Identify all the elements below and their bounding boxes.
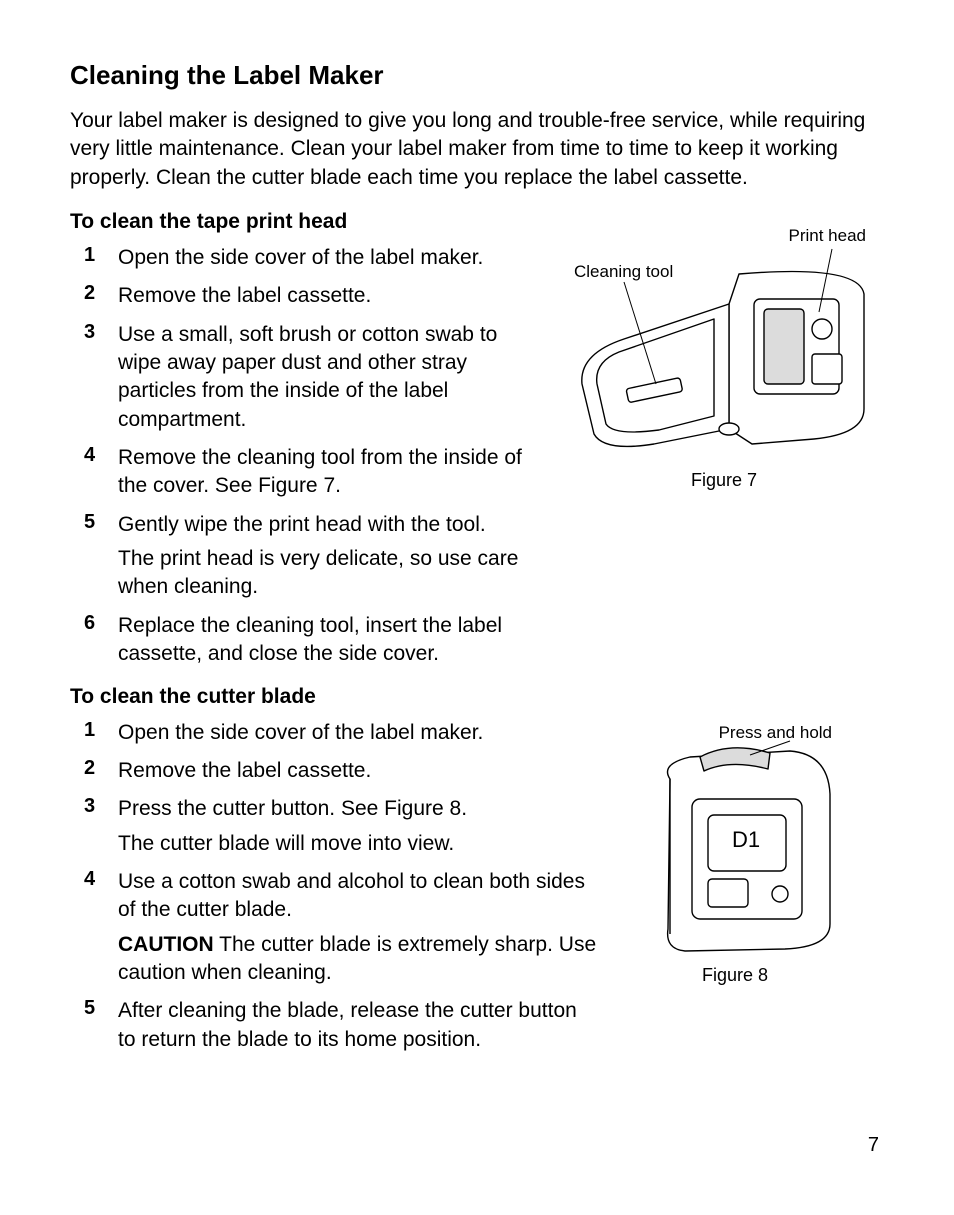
list-item: 5 Gently wipe the print head with the to… [84,511,544,602]
step-number: 1 [84,719,118,747]
step-text: Remove the label cassette. [118,282,371,310]
figure-8: Press and hold D1 Figure 8 [620,729,850,986]
step-caution: CAUTION The cutter blade is extremely sh… [118,931,600,988]
page-number: 7 [868,1134,879,1157]
label-maker-cutter-icon: D1 [630,729,840,959]
list-item: 1 Open the side cover of the label maker… [84,719,600,747]
list-item: 4 Use a cotton swab and alcohol to clean… [84,868,600,987]
step-text: After cleaning the blade, release the cu… [118,997,600,1054]
step-number: 5 [84,997,118,1054]
intro-paragraph: Your label maker is designed to give you… [70,107,884,192]
step-extra: The cutter blade will move into view. [118,830,467,858]
step-text: Remove the cleaning tool from the inside… [118,444,544,501]
list-item: 4 Remove the cleaning tool from the insi… [84,444,544,501]
figure8-caption: Figure 8 [620,965,850,986]
step-number: 2 [84,282,118,310]
page-title: Cleaning the Label Maker [70,60,884,91]
step-main: Press the cutter button. See Figure 8. [118,797,467,820]
step-text: Gently wipe the print head with the tool… [118,511,544,602]
figure7-label-cleaning-tool: Cleaning tool [574,262,673,282]
list-item: 3 Use a small, soft brush or cotton swab… [84,321,544,434]
step-main: Use a cotton swab and alcohol to clean b… [118,870,585,921]
section1-steps: 1 Open the side cover of the label maker… [70,244,544,668]
list-item: 5 After cleaning the blade, release the … [84,997,600,1054]
step-number: 1 [84,244,118,272]
section1-heading: To clean the tape print head [70,210,884,234]
step-text: Use a cotton swab and alcohol to clean b… [118,868,600,987]
step-text: Press the cutter button. See Figure 8. T… [118,795,467,858]
step-text: Replace the cleaning tool, insert the la… [118,612,544,669]
step-text: Use a small, soft brush or cotton swab t… [118,321,544,434]
list-item: 1 Open the side cover of the label maker… [84,244,544,272]
figure7-label-print-head: Print head [789,226,867,246]
step-text: Open the side cover of the label maker. [118,719,483,747]
step-number: 6 [84,612,118,669]
svg-text:D1: D1 [732,827,760,852]
list-item: 2 Remove the label cassette. [84,757,600,785]
step-text: Open the side cover of the label maker. [118,244,483,272]
step-number: 2 [84,757,118,785]
step-number: 4 [84,444,118,501]
step-main: Gently wipe the print head with the tool… [118,513,486,536]
list-item: 6 Replace the cleaning tool, insert the … [84,612,544,669]
section2-steps: 1 Open the side cover of the label maker… [70,719,600,1054]
step-number: 4 [84,868,118,987]
step-text: Remove the label cassette. [118,757,371,785]
step-number: 5 [84,511,118,602]
figure7-caption: Figure 7 [564,470,884,491]
step-extra: The print head is very delicate, so use … [118,545,544,602]
step-number: 3 [84,321,118,434]
figure-7: Cleaning tool Print head [564,234,884,491]
figure8-label-press-hold: Press and hold [719,723,832,743]
section2-heading: To clean the cutter blade [70,685,884,709]
list-item: 3 Press the cutter button. See Figure 8.… [84,795,600,858]
list-item: 2 Remove the label cassette. [84,282,544,310]
caution-label: CAUTION [118,933,214,956]
step-number: 3 [84,795,118,858]
